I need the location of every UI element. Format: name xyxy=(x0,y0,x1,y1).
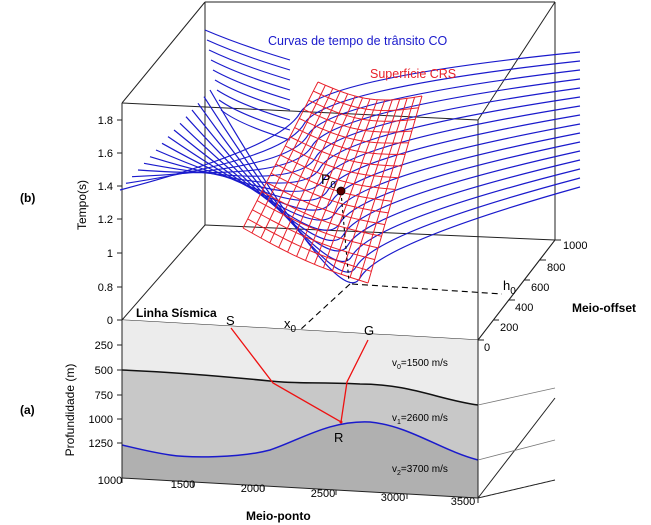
h0-label: h0 xyxy=(503,278,516,297)
crs-grid-line xyxy=(278,93,349,248)
co-curve xyxy=(216,89,291,121)
crs-grid-line xyxy=(313,99,378,265)
crs-grid-line xyxy=(287,95,356,253)
crs-grid-line xyxy=(242,81,319,229)
time-tick: 1.8 xyxy=(98,115,113,127)
p0-label: P0 xyxy=(321,171,336,191)
co-curve xyxy=(155,105,581,192)
midpoint-tick: 3000 xyxy=(381,492,405,504)
crs-grid-line xyxy=(260,88,334,239)
offset-tick: 400 xyxy=(515,302,533,314)
offset-tick: 1000 xyxy=(563,240,587,252)
depth-tick: 1000 xyxy=(89,414,113,426)
offset-tick: 800 xyxy=(547,262,565,274)
midpoint-axis-label: Meio-ponto xyxy=(246,509,311,523)
co-traveltime-curves xyxy=(119,29,581,284)
time-tick: 0.8 xyxy=(98,282,113,294)
crs-surface-grid xyxy=(242,81,423,284)
co-curve xyxy=(206,39,291,71)
time-axis-label: Tempo(s) xyxy=(75,180,89,230)
projection-lines xyxy=(299,191,503,331)
receiver-label: G xyxy=(364,323,374,338)
crs-grid-line xyxy=(317,81,423,101)
layer-0-velocity: v0=1500 m/s xyxy=(392,358,448,371)
time-tick: 1.2 xyxy=(98,214,113,226)
crs-grid-line xyxy=(340,99,401,275)
co-curves-label: Curvas de tempo de trânsito CO xyxy=(268,34,448,48)
crs-grid-line xyxy=(367,95,423,284)
midpoint-tick: 1000 xyxy=(98,475,122,487)
co-curve xyxy=(125,60,581,184)
offset-tick: 200 xyxy=(500,322,518,334)
model-hatch xyxy=(477,387,556,461)
midpoint-axis xyxy=(121,478,479,503)
panel-b-label: (b) xyxy=(20,191,35,205)
time-tick: 0 xyxy=(107,315,113,327)
depth-tick: 250 xyxy=(95,340,113,352)
model-frame xyxy=(121,320,556,499)
panel-a-label: (a) xyxy=(20,403,35,417)
offset-axis-label: Meio-offset xyxy=(572,301,636,315)
co-curve xyxy=(185,116,581,242)
crs-grid-line xyxy=(269,90,341,244)
layer-0 xyxy=(122,320,478,405)
p0-point xyxy=(336,186,346,196)
crs-grid-line xyxy=(358,97,416,281)
co-curve xyxy=(204,29,291,61)
co-curve xyxy=(208,49,291,81)
interface-2 xyxy=(121,421,479,461)
co-curve xyxy=(191,109,581,252)
crs-grid-line xyxy=(331,99,393,272)
crs-surface-label: Superfície CRS xyxy=(370,67,456,81)
crs-grid-line xyxy=(251,84,326,234)
layer-2-velocity: v2=3700 m/s xyxy=(392,464,448,477)
crs-grid-line xyxy=(322,99,386,269)
time-tick: 1.4 xyxy=(98,181,113,193)
seismic-line-label: Linha Sísmica xyxy=(136,306,217,320)
depth-tick: 1250 xyxy=(89,438,113,450)
midpoint-tick: 2000 xyxy=(241,483,265,495)
layer-1-velocity: v1=2600 m/s xyxy=(392,413,448,426)
depth-tick: 500 xyxy=(95,365,113,377)
crs-grid-line xyxy=(305,98,371,261)
interface-1 xyxy=(121,369,479,406)
offset-axis xyxy=(477,239,561,341)
source-label: S xyxy=(226,313,235,328)
time-tick: 1.6 xyxy=(98,148,113,160)
co-curve xyxy=(131,69,581,178)
time-axis xyxy=(117,119,122,321)
depth-tick: 750 xyxy=(95,390,113,402)
co-curve xyxy=(220,109,291,141)
offset-tick: 600 xyxy=(531,282,549,294)
reflection-point xyxy=(339,420,343,424)
co-curve xyxy=(214,79,291,111)
depth-axis-label: Profundidade (m) xyxy=(63,364,77,457)
crs-grid-line xyxy=(280,154,396,190)
co-curve xyxy=(212,69,291,101)
layer-1 xyxy=(122,370,478,460)
time-tick: 1 xyxy=(107,248,113,260)
co-curve xyxy=(209,89,581,284)
co-curve xyxy=(119,51,581,191)
co-curve xyxy=(210,59,291,91)
co-curve xyxy=(197,102,581,262)
reflection-label: R xyxy=(334,430,343,445)
x0-label: x0 xyxy=(284,316,297,335)
midpoint-tick: 1500 xyxy=(171,479,195,491)
midpoint-tick: 3500 xyxy=(451,496,475,508)
crs-grid-line xyxy=(349,98,408,278)
midpoint-tick: 2500 xyxy=(311,488,335,500)
depth-axis xyxy=(117,344,122,444)
offset-tick: 0 xyxy=(484,342,490,354)
co-curve xyxy=(218,99,291,131)
crs-grid-line xyxy=(296,97,364,257)
layer-2 xyxy=(122,421,478,498)
